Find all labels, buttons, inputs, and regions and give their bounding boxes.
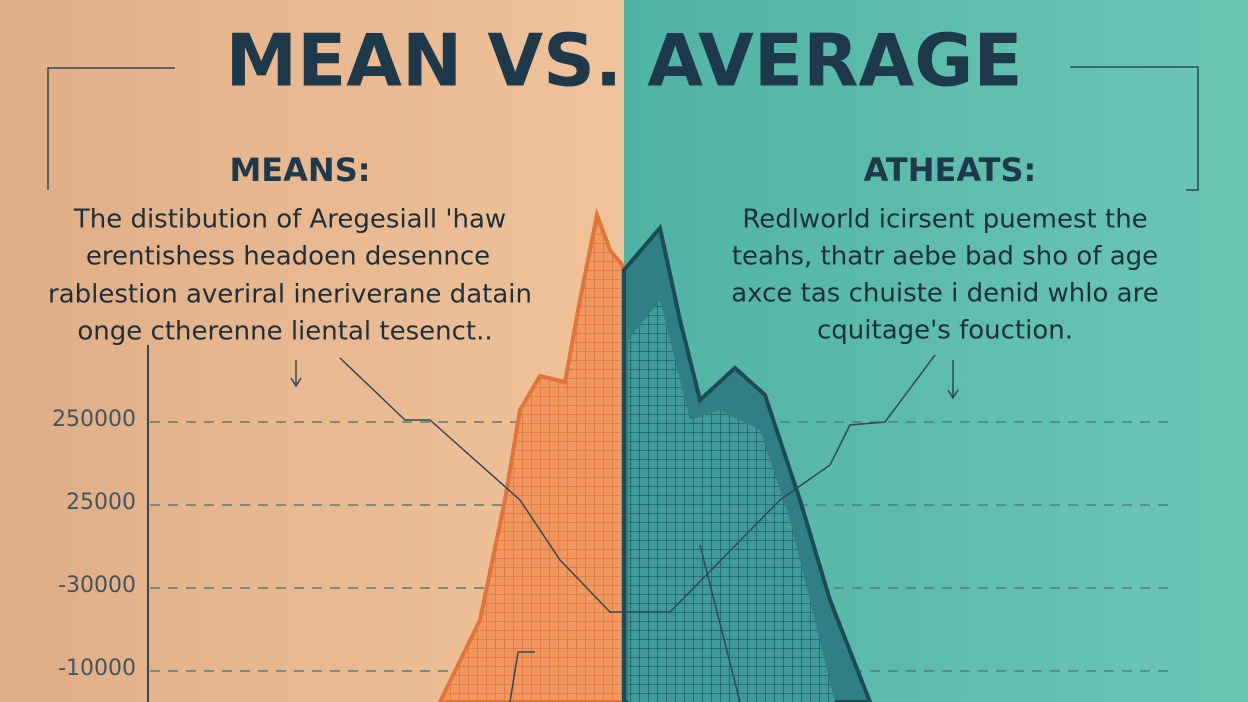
left-line: The distibution of Aregesiall 'haw [73, 205, 506, 235]
connectors [47, 66, 1199, 702]
right-line: axce tas chuiste i denid whlo are [731, 279, 1158, 309]
right-line: Redlworld icirsent puemest the [742, 205, 1147, 235]
left-line: onge ctherenne liental tesenct.. [77, 317, 492, 347]
right-line: cquitage's fouction. [817, 316, 1073, 346]
axis-label: -10000 [58, 656, 136, 681]
title: MEAN VS. AVERAGE [225, 19, 1022, 103]
axis-label: 250000 [52, 407, 136, 432]
left-line: erentishess headoen desennce [86, 242, 490, 272]
left-heading: MEANS: [229, 151, 370, 189]
right-line: teahs, thatr aebe bad sho of age [732, 242, 1158, 272]
axis-label: -30000 [58, 573, 136, 598]
left-line: rablestion averiral ineriverane datain [48, 280, 532, 310]
axis-label: 25000 [66, 490, 136, 515]
right-heading: ATHEATS: [864, 151, 1037, 189]
